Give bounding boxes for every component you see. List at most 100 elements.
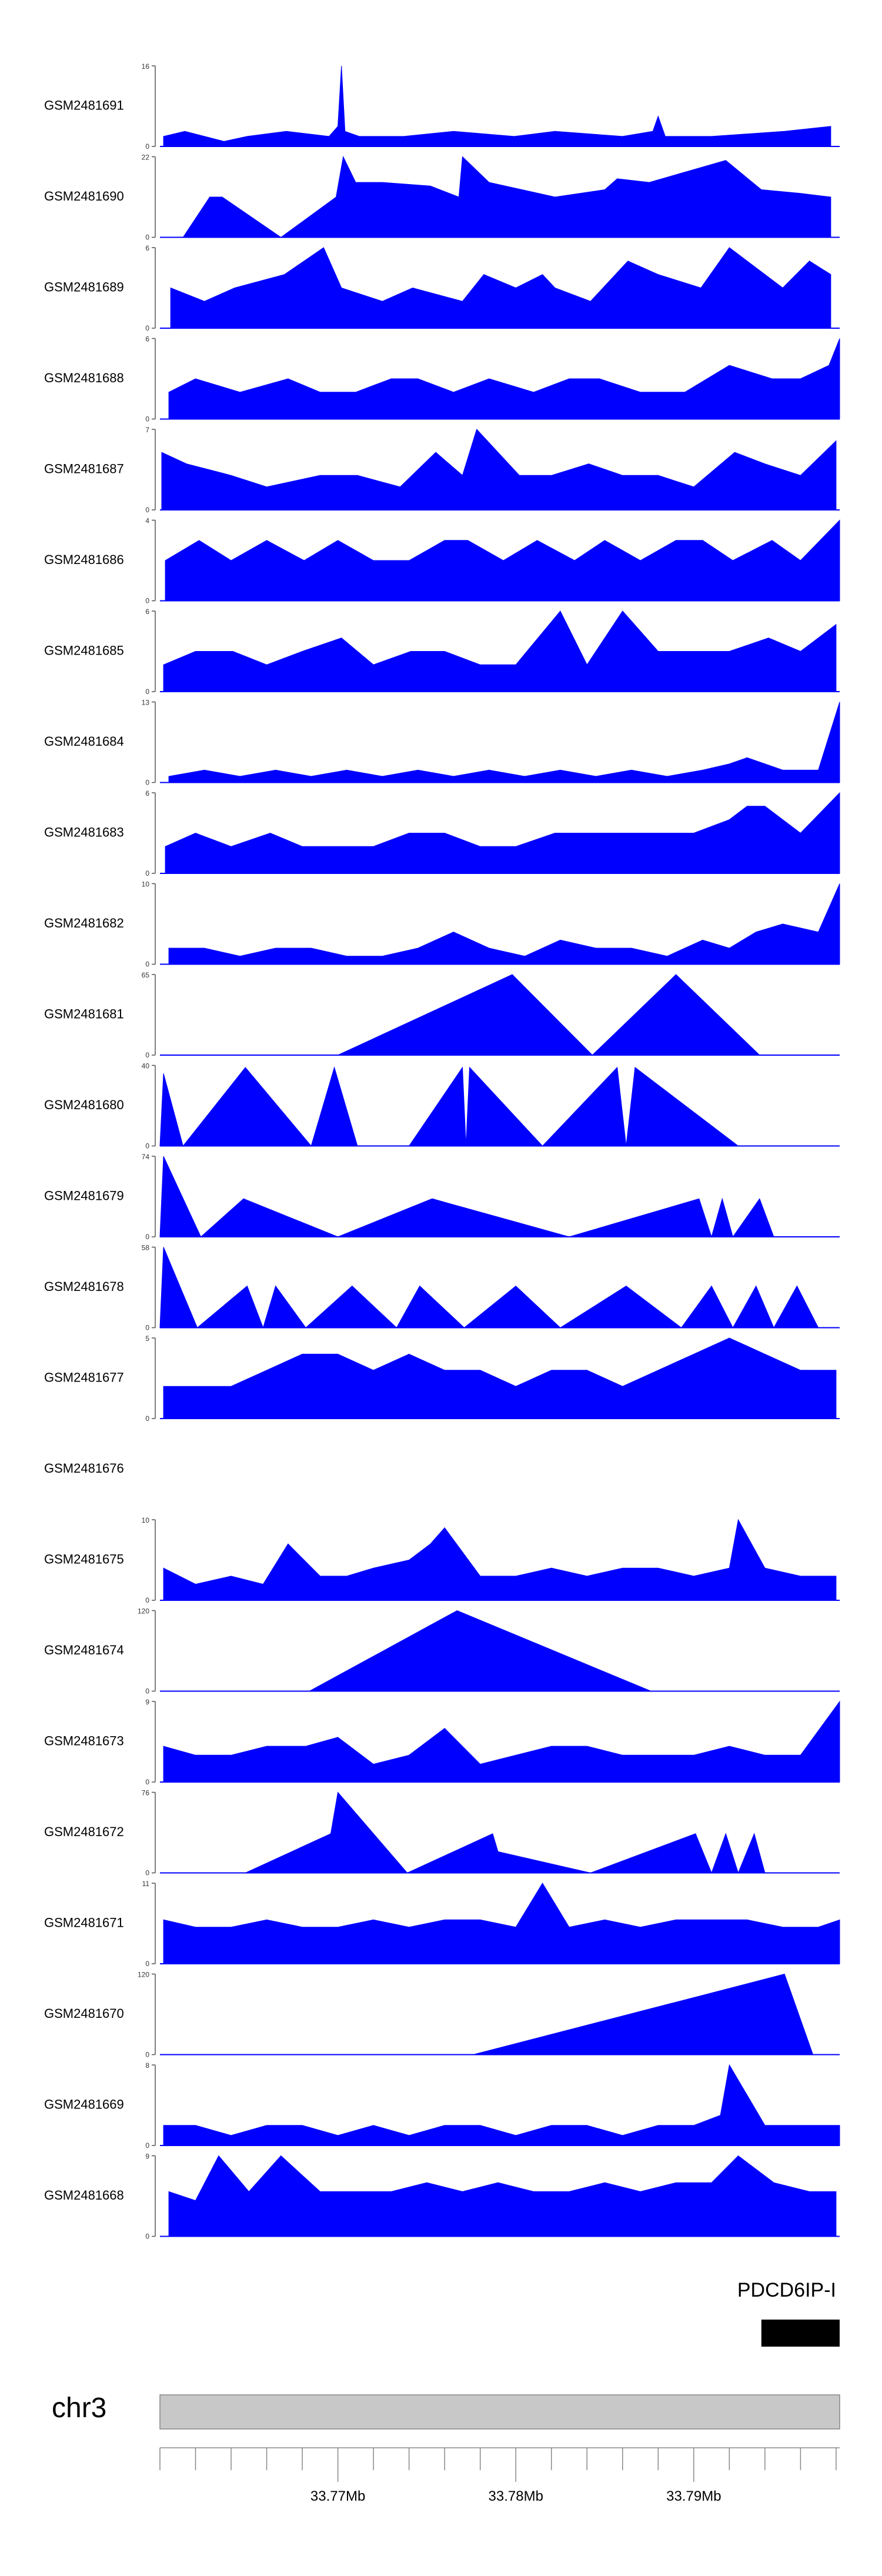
y-min-label: 0	[145, 324, 149, 332]
coverage-area	[165, 519, 840, 601]
y-min-label: 0	[145, 1869, 149, 1877]
track: GSM2481681 65 0	[44, 971, 840, 1059]
gene-annotation-track: PDCD6IP-I	[737, 2279, 840, 2347]
y-min-label: 0	[145, 1414, 149, 1423]
coverage-area	[163, 1700, 840, 1783]
coverage-area	[159, 1247, 819, 1329]
y-max-label: 5	[145, 1334, 149, 1343]
y-max-label: 10	[142, 1516, 150, 1524]
track-label: GSM2481673	[44, 1734, 124, 1749]
x-tick-label: 33.78Mb	[489, 2488, 543, 2504]
track-label: GSM2481687	[44, 462, 124, 476]
track-label: GSM2481672	[44, 1824, 124, 1839]
track-label: GSM2481684	[44, 734, 124, 749]
y-min-label: 0	[145, 2141, 149, 2150]
track: GSM2481686 4 0	[44, 517, 840, 605]
track: GSM2481678 58 0	[44, 1244, 840, 1332]
gene-label: PDCD6IP-I	[737, 2279, 836, 2301]
y-max-label: 76	[142, 1789, 150, 1797]
y-min-label: 0	[145, 779, 149, 787]
track: GSM2481684 13 0	[44, 699, 840, 787]
track: GSM2481687 7 0	[44, 426, 840, 514]
track: GSM2481675 10 0	[44, 1516, 840, 1604]
track-label: GSM2481674	[44, 1643, 124, 1657]
y-min-label: 0	[145, 1142, 149, 1150]
y-min-label: 0	[145, 1233, 149, 1241]
y-min-label: 0	[145, 688, 149, 696]
y-max-label: 120	[138, 1971, 149, 1979]
y-min-label: 0	[145, 597, 149, 605]
y-max-label: 65	[142, 971, 150, 979]
coverage-area	[168, 883, 840, 965]
coverage-area	[163, 2064, 840, 2146]
y-max-label: 9	[145, 1698, 149, 1706]
coverage-area	[163, 610, 837, 692]
coverage-area	[168, 2155, 837, 2237]
track-label: GSM2481690	[44, 189, 124, 203]
y-max-label: 10	[142, 880, 150, 889]
track-label: GSM2481681	[44, 1007, 124, 1022]
coverage-area	[182, 155, 831, 238]
coverage-tracks: GSM2481691160GSM2481690220GSM248168960GS…	[44, 62, 840, 2241]
track-label: GSM2481675	[44, 1552, 124, 1567]
coverage-area	[159, 1066, 739, 1147]
y-max-label: 74	[142, 1153, 150, 1161]
track: GSM2481688 6 0	[44, 335, 840, 423]
track: GSM2481668 9 0	[44, 2153, 840, 2241]
track: GSM2481672 76 0	[44, 1789, 840, 1877]
y-min-label: 0	[145, 1051, 149, 1059]
y-min-label: 0	[145, 415, 149, 423]
chromosome-axis: chr3 33.77Mb 33.78Mb 33.79Mb	[52, 2393, 840, 2504]
y-min-label: 0	[145, 1596, 149, 1604]
track-label: GSM2481678	[44, 1279, 124, 1294]
track: GSM2481683 6 0	[44, 789, 840, 877]
track-label: GSM2481689	[44, 280, 124, 295]
coverage-area	[245, 1791, 783, 1874]
track: GSM2481682 10 0	[44, 880, 840, 969]
y-min-label: 0	[145, 2051, 149, 2059]
track-label: GSM2481669	[44, 2097, 124, 2112]
y-min-label: 0	[145, 869, 149, 877]
y-max-label: 8	[145, 2061, 149, 2070]
y-max-label: 6	[145, 244, 149, 252]
gene-body	[761, 2320, 840, 2347]
y-max-label: 16	[142, 62, 150, 71]
chromosome-band	[159, 2394, 840, 2430]
track-label: GSM2481685	[44, 643, 124, 658]
track: GSM2481669 8 0	[44, 2061, 840, 2150]
coverage-area	[338, 974, 761, 1056]
y-min-label: 0	[145, 506, 149, 514]
track: GSM2481673 9 0	[44, 1698, 840, 1786]
track: GSM2481690 22 0	[44, 154, 840, 242]
track-label: GSM2481682	[44, 916, 124, 930]
track: GSM2481680 40 0	[44, 1062, 840, 1150]
track: GSM2481685 6 0	[44, 608, 840, 696]
coverage-area	[163, 1883, 840, 1964]
y-max-label: 6	[145, 335, 149, 343]
y-min-label: 0	[145, 233, 149, 242]
track: GSM2481679 74 0	[44, 1153, 840, 1241]
y-min-label: 0	[145, 1324, 149, 1332]
y-max-label: 11	[142, 1880, 150, 1888]
track: GSM2481674 120 0	[44, 1607, 840, 1696]
coverage-area	[163, 1337, 837, 1419]
x-tick-label: 33.79Mb	[666, 2488, 721, 2504]
coverage-area	[161, 429, 837, 510]
track: GSM2481691 16 0	[44, 62, 840, 151]
y-min-label: 0	[145, 2233, 149, 2241]
coverage-area	[170, 247, 831, 329]
coverage-area	[163, 1519, 837, 1601]
y-min-label: 0	[145, 142, 149, 151]
track-label: GSM2481686	[44, 552, 124, 567]
track-label: GSM2481676	[44, 1461, 124, 1476]
y-max-label: 120	[138, 1607, 149, 1616]
coverage-area	[473, 1973, 814, 2055]
coverage-area	[159, 1156, 783, 1238]
y-max-label: 6	[145, 608, 149, 616]
track-label: GSM2481668	[44, 2188, 124, 2203]
y-min-label: 0	[145, 960, 149, 969]
track: GSM2481677 5 0	[44, 1334, 840, 1423]
y-min-label: 0	[145, 1778, 149, 1786]
track: GSM2481689 6 0	[44, 244, 840, 332]
coverage-area	[168, 702, 840, 783]
